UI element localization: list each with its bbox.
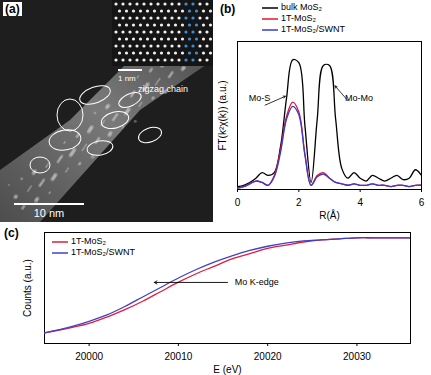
- html-text:(c): (c): [4, 226, 19, 240]
- svg-text:20020: 20020: [254, 351, 282, 362]
- svg-text:2: 2: [296, 197, 302, 208]
- html-text:1T-MoS₂/SWNT: 1T-MoS₂/SWNT: [71, 247, 135, 257]
- svg-text:20000: 20000: [75, 351, 103, 362]
- svg-text:Mo-S: Mo-S: [249, 93, 271, 103]
- svg-text:R(Å): R(Å): [319, 209, 340, 221]
- svg-text:6: 6: [419, 197, 425, 208]
- html-text:1T-MoS₂: 1T-MoS₂: [71, 236, 106, 246]
- html-text:bulk MoS₂: bulk MoS₂: [281, 2, 322, 12]
- svg-text:Counts (a.u.): Counts (a.u.): [22, 259, 33, 317]
- svg-text:20010: 20010: [164, 351, 192, 362]
- html-text:1T-MoS₂/SWNT: 1T-MoS₂/SWNT: [281, 24, 345, 34]
- svg-text:20030: 20030: [343, 351, 371, 362]
- svg-text:FT(k²χ(k)) (a.u.): FT(k²χ(k)) (a.u.): [217, 80, 228, 150]
- html-text:(b): (b): [220, 2, 236, 16]
- svg-text:10 nm: 10 nm: [34, 207, 65, 219]
- svg-text:Mo-Mo: Mo-Mo: [345, 93, 373, 103]
- html-text:1T-MoS₂: 1T-MoS₂: [281, 13, 316, 23]
- svg-text:Mo K-edge: Mo K-edge: [235, 277, 279, 287]
- svg-text:0: 0: [235, 197, 241, 208]
- svg-text:4: 4: [357, 197, 363, 208]
- svg-text:E (eV): E (eV): [213, 364, 241, 375]
- svg-text:1 nm: 1 nm: [118, 74, 136, 83]
- svg-text:zigzag chain: zigzag chain: [138, 84, 188, 94]
- html-text:(a): (a): [5, 2, 20, 16]
